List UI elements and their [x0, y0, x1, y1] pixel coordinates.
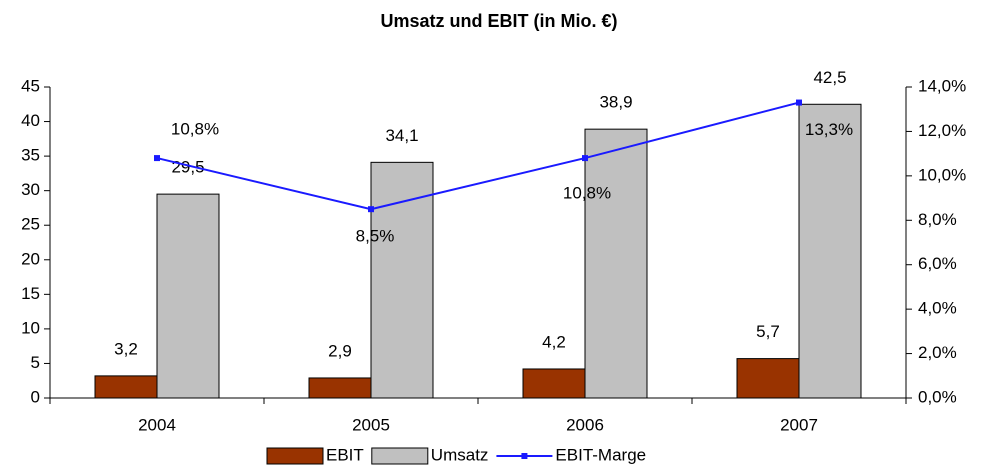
- bar: [522, 368, 586, 399]
- line: [156, 101, 800, 211]
- line-value-label: 10,8%: [171, 120, 219, 139]
- y2-tick-label: 0,0%: [918, 387, 957, 406]
- y-tick-label: 5: [31, 353, 40, 372]
- bar-value-label: 4,2: [542, 332, 566, 351]
- y-tick-label: 40: [21, 111, 40, 130]
- line-marker: [154, 155, 160, 162]
- y-tick-label: 0: [31, 387, 40, 406]
- bar: [798, 103, 862, 399]
- x-tick-label: 2005: [352, 415, 390, 434]
- bar-value-label: 42,5: [813, 68, 846, 87]
- bar-value-label: 3,2: [114, 339, 138, 358]
- y2-tick-label: 8,0%: [918, 210, 957, 229]
- y-tick-label: 35: [21, 146, 40, 165]
- y2-tick-label: 6,0%: [918, 254, 957, 273]
- y2-tick-label: 12,0%: [918, 121, 966, 140]
- bar: [370, 161, 434, 399]
- y-tick-label: 20: [21, 249, 40, 268]
- legend-marker: [521, 453, 528, 459]
- legend-label: Umsatz: [431, 445, 489, 464]
- x-tick-label: 2007: [780, 415, 818, 434]
- legend-swatch: [371, 447, 429, 465]
- y-tick-label: 10: [21, 318, 40, 337]
- y-tick-label: 25: [21, 215, 40, 234]
- y2-tick-label: 4,0%: [918, 299, 957, 318]
- bar-value-label: 34,1: [385, 126, 418, 145]
- line-marker: [368, 206, 374, 213]
- line-value-label: 8,5%: [356, 227, 395, 246]
- bar: [308, 377, 372, 399]
- y2-tick-label: 14,0%: [918, 76, 966, 95]
- y-tick-label: 45: [21, 76, 40, 95]
- legend-label: EBIT-Marge: [555, 445, 646, 464]
- bar-value-label: 38,9: [599, 93, 632, 112]
- x-tick-label: 2004: [138, 415, 176, 434]
- bar: [584, 128, 648, 399]
- line-marker: [582, 155, 588, 162]
- bar-value-label: 5,7: [756, 322, 780, 341]
- bar: [156, 193, 220, 399]
- line-value-label: 10,8%: [563, 184, 611, 203]
- y2-tick-label: 10,0%: [918, 165, 966, 184]
- y2-tick-label: 2,0%: [918, 343, 957, 362]
- y-tick-label: 15: [21, 284, 40, 303]
- bar-value-label: 29,5: [171, 158, 204, 177]
- legend-label: EBIT: [326, 445, 364, 464]
- bar-value-label: 2,9: [328, 341, 352, 360]
- line-value-label: 13,3%: [805, 120, 853, 139]
- y-tick-label: 30: [21, 180, 40, 199]
- bar: [94, 375, 158, 399]
- chart-title: Umsatz und EBIT (in Mio. €): [381, 11, 618, 31]
- bar: [736, 358, 800, 399]
- legend-swatch: [266, 447, 324, 465]
- line-marker: [796, 99, 802, 106]
- x-tick-label: 2006: [566, 415, 604, 434]
